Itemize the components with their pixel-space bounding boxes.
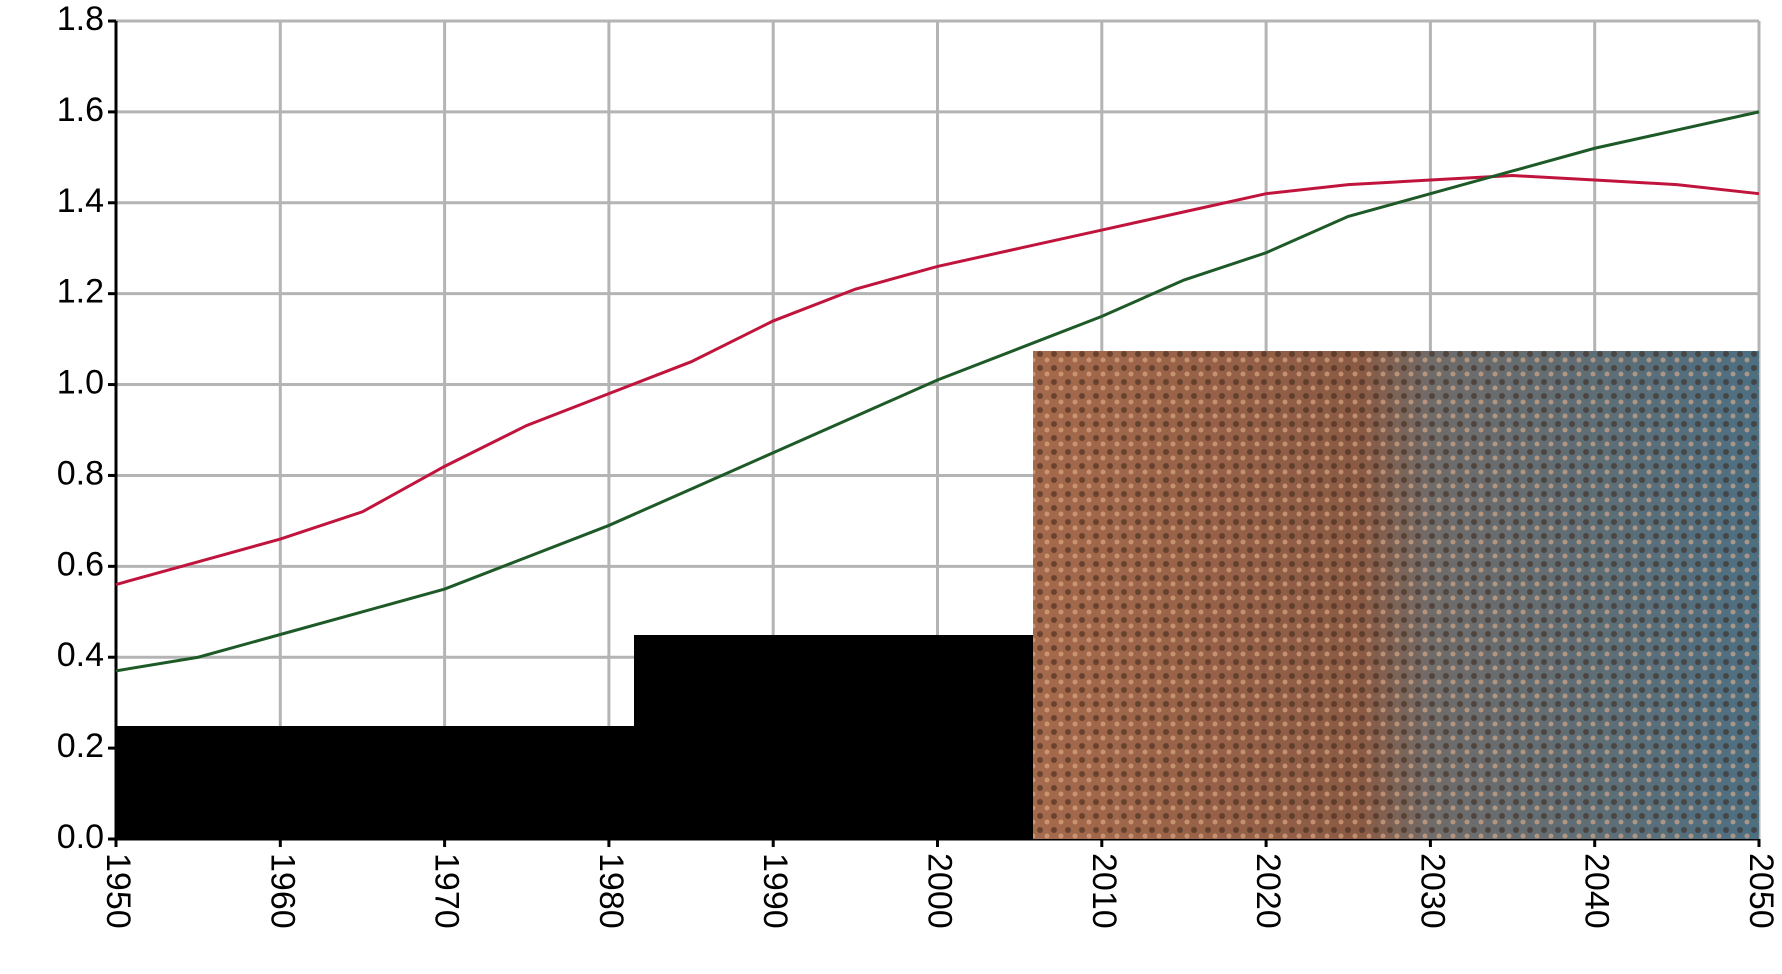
redaction-block — [116, 726, 634, 839]
photo-texture — [1033, 351, 1759, 839]
x-tick-label: 2000 — [921, 853, 959, 929]
y-tick-label: 1.4 — [57, 182, 104, 220]
x-tick-label: 2040 — [1578, 853, 1616, 929]
redaction-block — [634, 635, 1033, 839]
y-tick-label: 0.8 — [57, 454, 104, 492]
x-tick-label: 2020 — [1249, 853, 1287, 929]
x-tick-label: 1990 — [756, 853, 794, 929]
y-tick-label: 1.6 — [57, 91, 104, 129]
x-tick-label: 2010 — [1085, 853, 1123, 929]
y-tick-label: 1.8 — [57, 0, 104, 38]
y-tick-label: 0.2 — [57, 727, 104, 765]
series-line — [115, 110, 1760, 673]
y-tick-label: 0.0 — [57, 818, 104, 856]
y-tick-label: 1.2 — [57, 273, 104, 311]
y-tick-label: 0.4 — [57, 636, 104, 674]
y-tick-label: 1.0 — [57, 364, 104, 402]
x-tick-label: 1970 — [428, 853, 466, 929]
y-tick-label: 0.6 — [57, 545, 104, 583]
x-tick-label: 2050 — [1742, 853, 1780, 929]
x-tick-label: 2030 — [1413, 853, 1451, 929]
x-tick-label: 1960 — [263, 853, 301, 929]
x-tick-label: 1950 — [99, 853, 137, 929]
x-tick-label: 1980 — [592, 853, 630, 929]
